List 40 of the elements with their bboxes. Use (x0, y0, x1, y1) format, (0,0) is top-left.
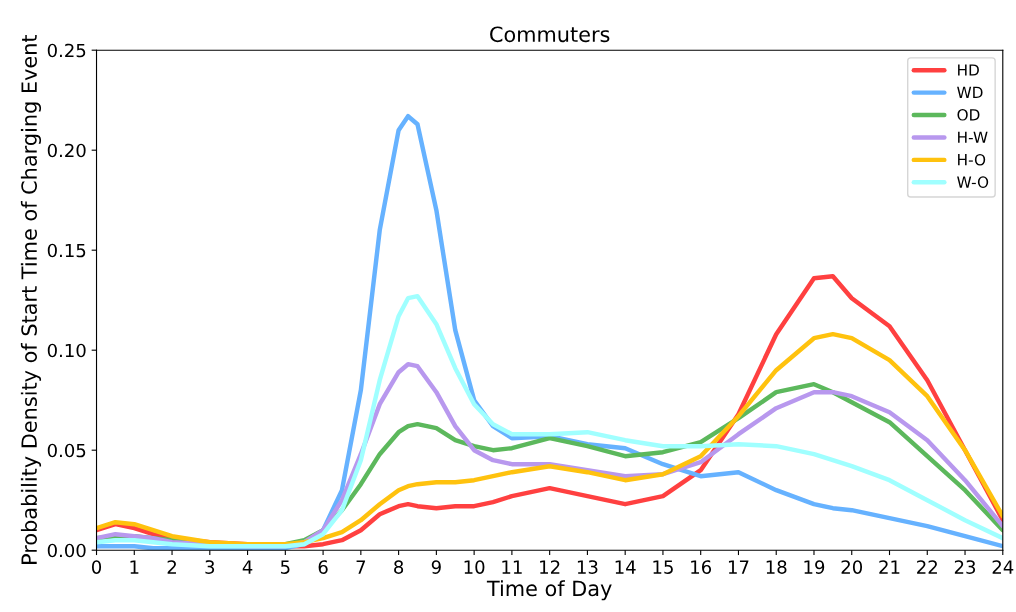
x-tick-label: 3 (205, 560, 215, 574)
x-tick-label: 6 (318, 560, 328, 574)
x-tick-label: 17 (728, 560, 749, 574)
x-tick-label: 19 (804, 560, 825, 574)
x-tick-label: 12 (540, 560, 560, 574)
y-tick-label: 0.15 (47, 243, 86, 258)
x-tick-label: 2 (167, 560, 176, 574)
legend-label: W-O (957, 176, 989, 188)
x-tick-label: 4 (242, 560, 253, 574)
x-tick-label: 16 (691, 560, 712, 574)
x-tick-label: 0 (91, 560, 102, 574)
x-tick-label: 14 (615, 560, 636, 574)
x-tick-label: 24 (992, 560, 1014, 574)
x-tick-label: 15 (653, 560, 673, 574)
y-tick-label: 0.20 (47, 143, 86, 158)
y-tick-label: 0.00 (47, 543, 86, 558)
legend-label: HD (958, 64, 979, 76)
chart-title: Commuters (490, 26, 610, 43)
x-tick-label: 18 (766, 560, 787, 574)
x-tick-label: 21 (879, 560, 900, 574)
x-axis-title: Time of Day (486, 580, 612, 601)
x-tick-label: 10 (464, 560, 485, 574)
legend-label: OD (957, 109, 980, 121)
x-tick-label: 23 (954, 560, 976, 574)
legend-label: H-W (958, 131, 988, 143)
x-tick-label: 7 (356, 560, 366, 574)
x-tick-label: 1 (130, 560, 139, 574)
y-axis-title: Probability Density of Start Time of Charging Event (20, 34, 42, 564)
x-tick-label: 22 (917, 560, 937, 574)
x-tick-label: 13 (577, 560, 598, 574)
legend-label: WD (957, 86, 983, 98)
x-tick-label: 11 (502, 560, 522, 574)
y-tick-label: 0.05 (47, 443, 86, 458)
legend-label: H-O (958, 153, 986, 166)
x-tick-label: 8 (394, 560, 404, 574)
y-tick-label: 0.10 (47, 343, 86, 358)
x-tick-label: 20 (841, 560, 863, 574)
x-tick-label: 9 (431, 560, 441, 574)
x-tick-label: 5 (280, 560, 290, 574)
y-tick-label: 0.25 (47, 43, 86, 58)
